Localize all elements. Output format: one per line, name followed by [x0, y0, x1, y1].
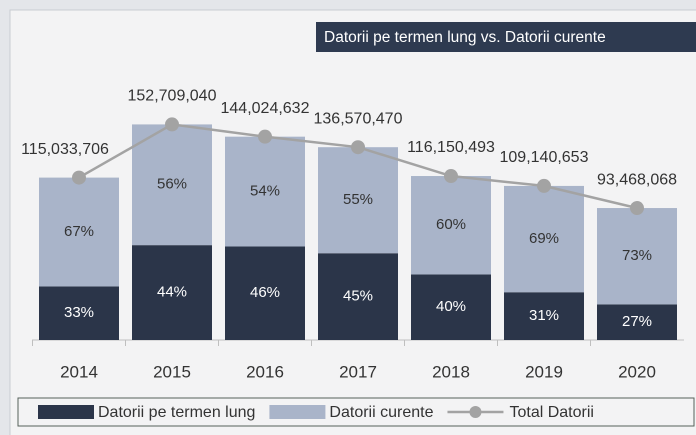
line-marker: [630, 201, 644, 216]
x-tick-label: 2017: [339, 362, 377, 381]
legend-box: [17, 397, 695, 427]
bar-segment: [225, 246, 305, 340]
bar-segment: [411, 176, 491, 275]
bar-segment: [39, 286, 119, 340]
data-label: 46%: [250, 284, 280, 301]
bar-segment: [318, 253, 398, 340]
bar-segment: [411, 274, 491, 340]
bar-segment: [597, 304, 677, 340]
data-label: 56%: [157, 176, 187, 193]
legend-swatch: [38, 405, 94, 419]
x-tick-label: 2016: [246, 362, 284, 381]
bar-segment: [318, 147, 398, 254]
title-box: [316, 22, 696, 52]
chart-title: Datorii pe termen lung vs. Datorii curen…: [324, 29, 606, 46]
x-tick-label: 2014: [60, 362, 98, 381]
data-label: 136,570,470: [314, 110, 403, 127]
x-tick-label: 2018: [432, 362, 470, 381]
line-marker: [72, 170, 86, 185]
data-label: 116,150,493: [407, 139, 495, 156]
line-marker: [258, 129, 272, 144]
data-label: 115,033,706: [21, 141, 109, 158]
bar-segment: [597, 208, 677, 305]
line-marker: [537, 178, 551, 193]
legend-label: Datorii curente: [329, 404, 433, 421]
x-tick-label: 2019: [525, 362, 563, 381]
data-label: 69%: [529, 230, 559, 247]
bar-segment: [504, 185, 584, 293]
data-label: 40%: [436, 298, 466, 315]
data-label: 93,468,068: [597, 171, 677, 188]
data-label: 73%: [622, 247, 652, 264]
data-label: 54%: [250, 183, 280, 200]
x-tick-label: 2020: [618, 362, 656, 381]
data-label: 144,024,632: [221, 100, 310, 117]
bar-segment: [132, 124, 212, 246]
data-label: 33%: [64, 304, 94, 321]
data-label: 45%: [343, 288, 373, 305]
bar-segment: [39, 177, 119, 287]
data-label: 67%: [64, 223, 94, 240]
bar-segment: [225, 136, 305, 247]
line-marker: [165, 117, 179, 132]
legend-swatch: [469, 406, 482, 418]
data-label: 152,709,040: [128, 88, 217, 105]
bar-segment: [504, 292, 584, 340]
data-label: 44%: [157, 284, 187, 301]
data-label: 55%: [343, 191, 373, 208]
data-label: 31%: [529, 307, 559, 324]
legend-swatch: [269, 405, 326, 419]
x-tick-label: 2015: [153, 362, 191, 381]
legend-label: Total Datorii: [509, 404, 593, 421]
line-marker: [444, 169, 458, 184]
line-marker: [351, 140, 365, 155]
bar-segment: [132, 245, 212, 340]
legend-label: Datorii pe termen lung: [98, 404, 255, 421]
data-label: 60%: [436, 216, 466, 233]
data-label: 109,140,653: [500, 149, 589, 166]
data-label: 27%: [622, 313, 652, 330]
